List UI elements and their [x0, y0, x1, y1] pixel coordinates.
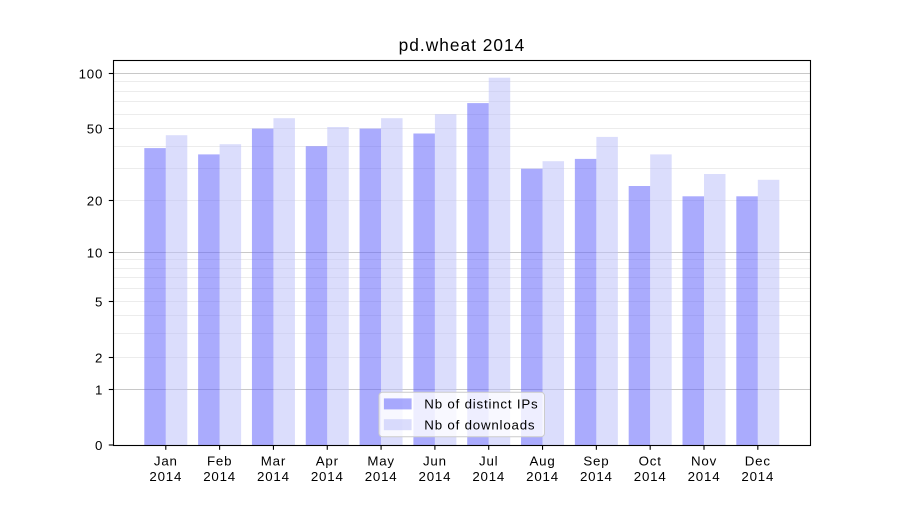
svg-text:Nov: Nov — [691, 454, 717, 469]
svg-text:Feb: Feb — [207, 454, 232, 469]
svg-text:5: 5 — [95, 294, 103, 309]
svg-text:May: May — [367, 454, 395, 469]
svg-text:Oct: Oct — [639, 454, 662, 469]
svg-text:Apr: Apr — [316, 454, 339, 469]
svg-text:2014: 2014 — [688, 469, 721, 484]
svg-text:2: 2 — [95, 350, 103, 365]
svg-text:Jun: Jun — [423, 454, 447, 469]
svg-text:2014: 2014 — [472, 469, 505, 484]
svg-text:Sep: Sep — [583, 454, 609, 469]
svg-text:pd.wheat 2014: pd.wheat 2014 — [399, 35, 526, 55]
svg-text:2014: 2014 — [257, 469, 290, 484]
svg-text:2014: 2014 — [419, 469, 452, 484]
svg-text:Dec: Dec — [745, 454, 771, 469]
svg-text:Nb of distinct IPs: Nb of distinct IPs — [424, 397, 538, 412]
svg-text:Mar: Mar — [261, 454, 286, 469]
svg-text:100: 100 — [79, 66, 104, 81]
svg-text:10: 10 — [87, 245, 103, 260]
svg-text:2014: 2014 — [580, 469, 613, 484]
svg-text:Jan: Jan — [154, 454, 178, 469]
svg-text:50: 50 — [87, 121, 103, 136]
svg-text:2014: 2014 — [203, 469, 236, 484]
svg-text:2014: 2014 — [526, 469, 559, 484]
svg-text:Nb of downloads: Nb of downloads — [424, 418, 535, 433]
svg-text:2014: 2014 — [149, 469, 182, 484]
svg-text:20: 20 — [87, 193, 103, 208]
svg-text:2014: 2014 — [741, 469, 774, 484]
svg-text:2014: 2014 — [634, 469, 667, 484]
svg-text:Aug: Aug — [530, 454, 556, 469]
svg-text:Jul: Jul — [479, 454, 498, 469]
svg-text:2014: 2014 — [311, 469, 344, 484]
svg-text:1: 1 — [95, 382, 103, 397]
svg-text:0: 0 — [95, 438, 103, 453]
svg-text:2014: 2014 — [365, 469, 398, 484]
